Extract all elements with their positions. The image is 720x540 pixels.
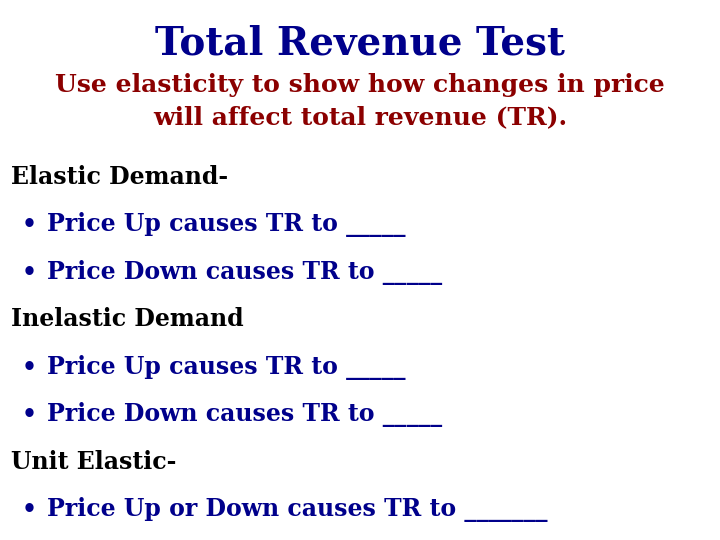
Text: •: • — [22, 497, 37, 521]
Text: •: • — [22, 402, 37, 426]
Text: Use elasticity to show how changes in price: Use elasticity to show how changes in pr… — [55, 73, 665, 97]
Text: Price Up causes TR to _____: Price Up causes TR to _____ — [47, 355, 405, 380]
Text: will affect total revenue (TR).: will affect total revenue (TR). — [153, 105, 567, 129]
Text: •: • — [22, 260, 37, 284]
Text: •: • — [22, 212, 37, 236]
Text: Price Down causes TR to _____: Price Down causes TR to _____ — [47, 402, 442, 427]
Text: Price Down causes TR to _____: Price Down causes TR to _____ — [47, 260, 442, 285]
Text: Unit Elastic-: Unit Elastic- — [11, 450, 176, 474]
Text: Price Up or Down causes TR to _______: Price Up or Down causes TR to _______ — [47, 497, 547, 522]
Text: Total Revenue Test: Total Revenue Test — [155, 24, 565, 62]
Text: •: • — [22, 355, 37, 379]
Text: Price Up causes TR to _____: Price Up causes TR to _____ — [47, 212, 405, 237]
Text: Elastic Demand-: Elastic Demand- — [11, 165, 228, 188]
Text: Inelastic Demand: Inelastic Demand — [11, 307, 243, 331]
